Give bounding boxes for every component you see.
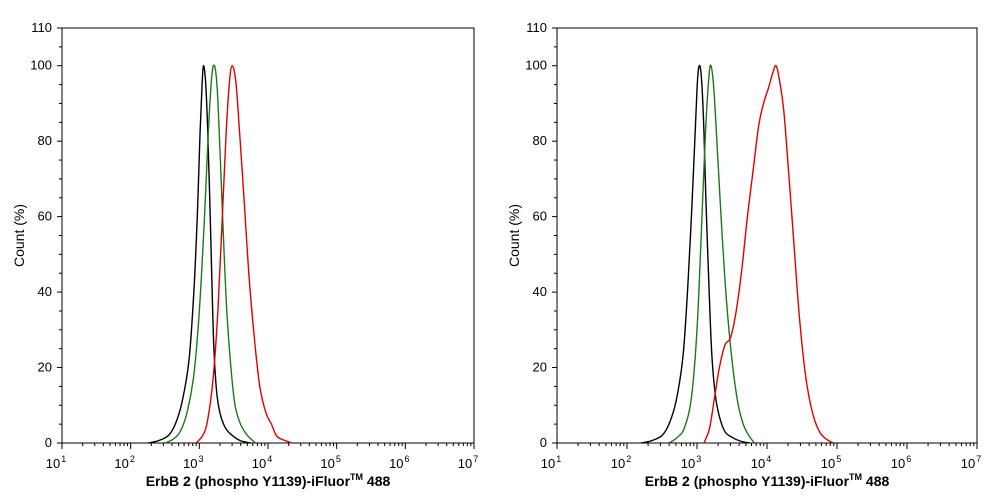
chart-1-y-tick-label: 110	[31, 20, 52, 35]
chart-2-x-tick-label: 105	[821, 454, 841, 471]
chart-2-x-axis-label: ErbB 2 (phospho Y1139)-iFluorTM 488	[645, 472, 890, 489]
chart-2-panel: 0 20 40 60 80 100 110 101 102 103 104 105 106 107 Coun…	[506, 20, 981, 489]
chart-1-y-tick-label: 60	[38, 209, 52, 224]
chart-1-x-tick-label: 102	[114, 454, 134, 471]
chart-1-y-tick-label: 20	[38, 360, 52, 375]
chart-1-y-tick-label: 100	[30, 58, 52, 73]
chart-2-y-tick-label: 110	[526, 20, 547, 35]
chart-2-x-tick-label: 106	[891, 454, 911, 471]
chart-1-x-tick-label: 103	[183, 454, 203, 471]
chart-2-y-axis-label: Count (%)	[506, 204, 522, 267]
chart-2-y-tick-label: 60	[533, 209, 547, 224]
chart-2-series-green	[668, 64, 755, 444]
chart-2-y-tick-label: 20	[533, 360, 547, 375]
chart-1-x-tick-label: 105	[320, 454, 340, 471]
chart-2-y-tick-label: 0	[540, 435, 547, 450]
chart-2-plot-frame	[556, 27, 978, 444]
chart-1-x-tick-label: 107	[458, 454, 478, 471]
chart-1-y-tick-label: 80	[38, 133, 52, 148]
chart-2-series-red	[703, 64, 834, 444]
chart-1-x-axis-label: ErbB 2 (phospho Y1139)-iFluorTM 488	[146, 472, 391, 489]
chart-2-x-tick-label: 102	[611, 454, 631, 471]
chart-1-x-tick-label: 106	[389, 454, 409, 471]
chart-1-panel: 0 20 40 60 80 100 110 101 102 103 104 105 106 107 Coun…	[11, 20, 478, 489]
chart-1-series-green	[164, 64, 257, 444]
chart-1-plot-frame	[61, 27, 475, 444]
chart-2-x-tick-label: 103	[681, 454, 701, 471]
chart-1-x-tick-label: 104	[252, 454, 272, 471]
chart-1-series-red	[195, 65, 293, 444]
chart-2-x-tick-label: 107	[961, 454, 981, 471]
chart-2-y-tick-label: 100	[525, 58, 547, 73]
chart-2-y-tick-label: 80	[533, 133, 547, 148]
chart-2-series-black	[640, 64, 750, 444]
chart-1-y-axis-label: Count (%)	[11, 204, 27, 267]
chart-1-y-tick-label: 0	[45, 435, 52, 450]
chart-2-y-tick-label: 40	[533, 284, 547, 299]
chart-1-x-tick-label: 101	[46, 454, 66, 471]
chart-1-series-black	[147, 65, 251, 444]
chart-1-y-tick-label: 40	[38, 284, 52, 299]
chart-2-x-tick-label: 101	[541, 454, 561, 471]
chart-2-x-tick-label: 104	[751, 454, 771, 471]
